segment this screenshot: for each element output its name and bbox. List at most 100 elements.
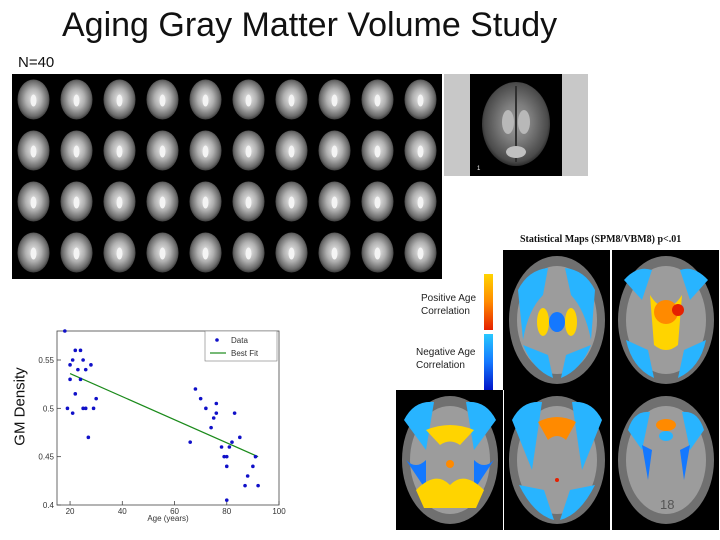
data-point bbox=[70, 411, 75, 415]
mri-slice-ventricle bbox=[30, 145, 37, 158]
mri-slice-ventricle bbox=[417, 196, 424, 209]
data-point bbox=[78, 348, 83, 353]
stat-map-tile-2 bbox=[612, 250, 719, 390]
y-tick-label: 0.4 bbox=[43, 501, 55, 510]
positive-label-line2: Correlation bbox=[421, 306, 470, 317]
negative-label-line1: Negative Age bbox=[416, 347, 476, 358]
mri-slice-ventricle bbox=[116, 94, 123, 107]
mri-slice-ventricle bbox=[116, 247, 123, 260]
legend-data-marker bbox=[215, 338, 219, 342]
positive-label-line1: Positive Age bbox=[421, 293, 477, 304]
data-point bbox=[224, 498, 229, 502]
y-tick-label: 0.5 bbox=[43, 404, 55, 413]
data-point bbox=[224, 454, 229, 459]
x-tick-label: 40 bbox=[118, 507, 127, 516]
data-point bbox=[230, 440, 234, 444]
best-fit-line bbox=[69, 372, 259, 458]
mri-slice-ventricle bbox=[202, 196, 209, 209]
data-point bbox=[214, 401, 219, 406]
mri-slice-ventricle bbox=[159, 145, 166, 158]
mri-slice-ventricle bbox=[116, 196, 123, 209]
mri-slice-grid bbox=[12, 74, 442, 279]
stat-map-tile-1 bbox=[503, 250, 610, 390]
stat-map-tile-3 bbox=[396, 390, 503, 530]
data-point bbox=[245, 474, 250, 478]
data-point bbox=[227, 445, 232, 449]
data-point bbox=[83, 406, 88, 411]
data-point bbox=[70, 358, 75, 362]
mri-slice-ventricle bbox=[245, 196, 252, 209]
x-tick-label: 100 bbox=[272, 507, 286, 516]
zoom-panel-marker: 1 bbox=[477, 166, 481, 172]
data-point bbox=[89, 363, 93, 367]
negative-label-line2: Correlation bbox=[416, 360, 465, 371]
data-point bbox=[86, 435, 91, 440]
data-point bbox=[209, 425, 213, 430]
data-point bbox=[243, 483, 247, 488]
data-point bbox=[78, 377, 83, 382]
mri-slice-ventricle bbox=[245, 247, 252, 260]
data-point bbox=[198, 396, 203, 401]
data-point bbox=[81, 406, 85, 411]
mri-slice-grid-image bbox=[17, 79, 437, 273]
stat-map-tile-4 bbox=[504, 390, 610, 530]
data-point bbox=[188, 440, 192, 444]
data-point bbox=[76, 367, 80, 372]
y-axis-title: GM Density bbox=[11, 367, 29, 446]
mri-slice-ventricle bbox=[159, 247, 166, 260]
data-point bbox=[94, 396, 98, 401]
mri-slice-ventricle bbox=[374, 196, 381, 209]
data-point bbox=[193, 387, 198, 391]
data-point bbox=[232, 411, 237, 415]
mri-slice-ventricle bbox=[417, 94, 424, 107]
mri-slice-ventricle bbox=[202, 94, 209, 107]
data-point bbox=[224, 464, 229, 469]
x-tick-label: 60 bbox=[170, 507, 179, 516]
mri-slice-ventricle bbox=[288, 196, 295, 209]
statistical-maps-title: Statistical Maps (SPM8/VBM8) p<.01 bbox=[520, 234, 682, 245]
stat-map-tile-5 bbox=[612, 390, 719, 530]
zoomed-slice-panel: 1 bbox=[444, 74, 588, 176]
data-point bbox=[83, 367, 88, 372]
x-tick-label: 20 bbox=[66, 507, 75, 516]
x-tick-label: 80 bbox=[222, 507, 231, 516]
mri-slice-ventricle bbox=[374, 247, 381, 260]
mri-slice-ventricle bbox=[374, 94, 381, 107]
mri-slice-ventricle bbox=[73, 94, 80, 107]
mri-slice-ventricle bbox=[159, 94, 166, 107]
negative-correlation-label: Negative Age Correlation bbox=[416, 346, 476, 372]
mri-slice-ventricle bbox=[288, 145, 295, 158]
data-point bbox=[204, 406, 208, 411]
data-point bbox=[214, 411, 219, 415]
mri-slice-ventricle bbox=[331, 94, 338, 107]
legend-data-label: Data bbox=[231, 336, 248, 345]
mri-slice-ventricle bbox=[30, 94, 37, 107]
mri-slice-ventricle bbox=[374, 145, 381, 158]
zoomed-slice-background: 1 bbox=[470, 74, 562, 176]
mri-slice-ventricle bbox=[245, 94, 252, 107]
data-point bbox=[238, 435, 242, 440]
mri-slice-ventricle bbox=[288, 94, 295, 107]
mri-slice-ventricle bbox=[73, 196, 80, 209]
scatter-plot: 20 40 60 80 100 0.4 0.45 0.5 0.55 Data Best Fit … bbox=[29, 325, 287, 523]
mri-slice-ventricle bbox=[417, 247, 424, 260]
mri-slice-ventricle bbox=[331, 247, 338, 260]
data-point bbox=[211, 416, 216, 420]
mri-slice-ventricle bbox=[331, 145, 338, 158]
legend: Data Best Fit bbox=[204, 330, 278, 362]
x-axis-title: Age (years) bbox=[147, 514, 189, 523]
mri-slice-ventricle bbox=[116, 145, 123, 158]
data-point bbox=[63, 329, 67, 333]
data-point bbox=[251, 464, 255, 469]
data-point bbox=[65, 406, 70, 411]
mri-slice-ventricle bbox=[73, 145, 80, 158]
data-point bbox=[91, 406, 96, 411]
legend-fit-label: Best Fit bbox=[231, 349, 259, 358]
data-point bbox=[73, 392, 78, 396]
data-point bbox=[219, 445, 224, 449]
mri-slice-ventricle bbox=[73, 247, 80, 260]
data-point bbox=[81, 358, 85, 362]
mri-slice-ventricle bbox=[202, 145, 209, 158]
mri-slice-ventricle bbox=[159, 196, 166, 209]
sample-size-label: N=40 bbox=[18, 54, 55, 71]
